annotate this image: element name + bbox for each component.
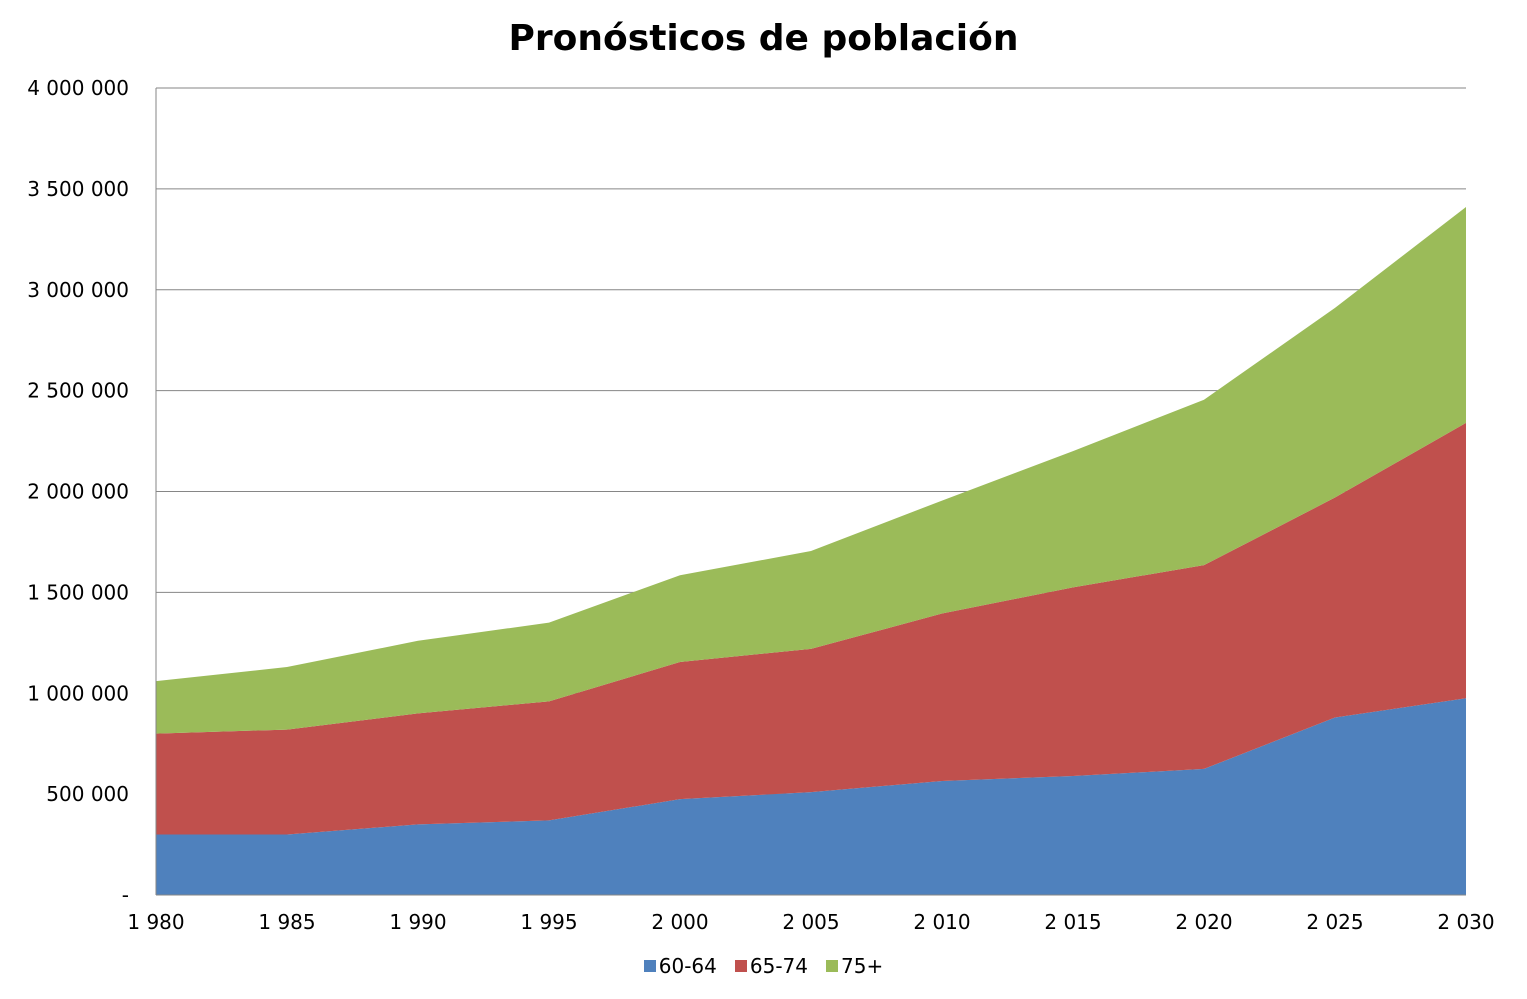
legend-swatch bbox=[643, 960, 656, 972]
x-tick-label: 2 005 bbox=[782, 910, 839, 934]
area-series-60-64 bbox=[156, 698, 1466, 895]
legend-item-75-plus: 75+ bbox=[826, 954, 883, 978]
x-tick-label: 1 985 bbox=[258, 910, 315, 934]
x-tick-label: 2 020 bbox=[1175, 910, 1232, 934]
y-tick-label: 1 000 000 bbox=[27, 681, 129, 705]
x-tick-label: 2 025 bbox=[1306, 910, 1363, 934]
y-tick-label: 500 000 bbox=[46, 782, 129, 806]
area-series-65-74 bbox=[156, 422, 1466, 835]
legend-label: 65-74 bbox=[749, 954, 809, 978]
legend-item-65-74: 65-74 bbox=[734, 954, 809, 978]
legend-label: 60-64 bbox=[658, 954, 717, 978]
y-tick-label: 2 500 000 bbox=[27, 379, 129, 403]
legend: 60-64 65-74 75+ bbox=[0, 954, 1527, 978]
x-tick-label: 1 995 bbox=[520, 910, 577, 934]
y-tick-label: - bbox=[122, 883, 129, 907]
x-tick-label: 1 980 bbox=[127, 910, 184, 934]
x-tick-label: 2 010 bbox=[913, 910, 970, 934]
x-tick-label: 2 000 bbox=[651, 910, 708, 934]
x-tick-label: 2 015 bbox=[1044, 910, 1101, 934]
y-tick-label: 1 500 000 bbox=[27, 580, 129, 604]
y-tick-label: 2 000 000 bbox=[27, 480, 129, 504]
chart-title: Pronósticos de población bbox=[508, 18, 1019, 59]
legend-swatch bbox=[734, 960, 747, 972]
y-tick-label: 4 000 000 bbox=[27, 76, 129, 100]
x-tick-label: 1 990 bbox=[389, 910, 446, 934]
legend-item-60-64: 60-64 bbox=[643, 954, 717, 978]
y-tick-label: 3 500 000 bbox=[27, 177, 129, 201]
x-tick-label: 2 030 bbox=[1437, 910, 1494, 934]
legend-label: 75+ bbox=[841, 954, 884, 978]
legend-swatch bbox=[826, 960, 839, 972]
area-series-75+ bbox=[156, 207, 1466, 734]
y-tick-label: 3 000 000 bbox=[27, 278, 129, 302]
